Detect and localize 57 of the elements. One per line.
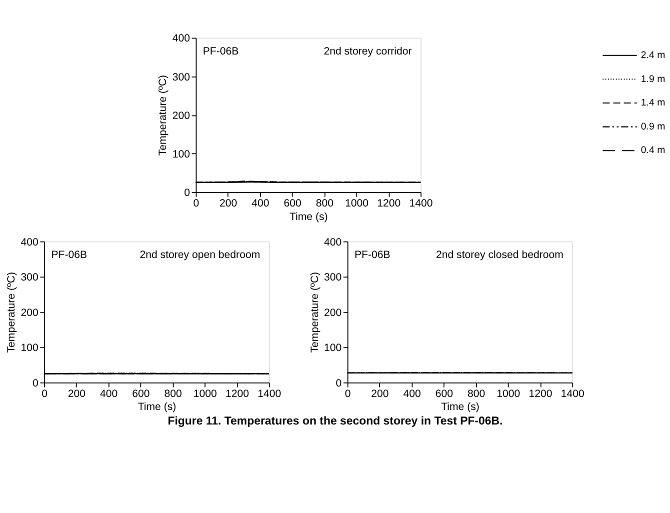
x-tick-label: 800	[316, 198, 334, 210]
y-tick-label: 200	[172, 110, 190, 122]
x-tick-label: 0	[344, 388, 351, 400]
annotation: 2nd storey corridor	[324, 46, 412, 58]
legend-label: 1.9 m	[640, 74, 666, 85]
x-tick-label: 600	[132, 388, 150, 400]
legend-label: 2.4 m	[640, 50, 666, 62]
x-tick-label: 1200	[528, 388, 552, 400]
x-axis-title: Time (s)	[441, 401, 480, 414]
x-tick-label: 1400	[560, 388, 585, 400]
y-tick-label: 200	[324, 306, 342, 319]
x-tick-label: 1000	[193, 388, 218, 400]
legend-label: 0.9 m	[640, 121, 666, 132]
y-tick-label: 100	[20, 342, 39, 354]
y-tick-label: 400	[172, 32, 190, 45]
y-tick-label: 300	[20, 272, 39, 284]
y-tick-label: 400	[324, 236, 342, 248]
y-tick-label: 0	[32, 377, 39, 390]
x-axis-title: Time (s)	[289, 210, 328, 223]
y-tick-label: 300	[172, 71, 190, 84]
y-axis-title: Temperature (ºC)	[6, 272, 18, 353]
x-tick-label: 600	[435, 388, 454, 400]
y-axis-title: Temperature (ºC)	[157, 74, 170, 156]
legend-label: 0.4 m	[640, 145, 666, 156]
x-tick-label: 800	[467, 388, 486, 400]
y-tick-label: 100	[324, 342, 342, 354]
x-tick-label: 200	[220, 198, 238, 210]
x-tick-label: 0	[42, 388, 48, 400]
y-tick-label: 300	[324, 272, 342, 284]
annotation: PF-06B	[202, 46, 239, 58]
y-tick-label: 400	[20, 236, 39, 248]
x-tick-label: 1400	[258, 388, 282, 400]
legend-label: 1.4 m	[640, 98, 666, 109]
y-tick-label: 0	[184, 187, 190, 199]
caption: Figure 11. Temperatures on the second storey in Test PF-06B.	[168, 415, 503, 428]
x-tick-label: 1000	[345, 198, 369, 210]
x-tick-label: 0	[193, 198, 200, 210]
x-tick-label: 400	[252, 198, 270, 210]
y-tick-label: 100	[172, 148, 190, 160]
y-tick-label: 0	[336, 377, 342, 390]
x-tick-label: 200	[68, 388, 86, 400]
x-axis-title: Time (s)	[138, 401, 176, 414]
x-tick-label: 1200	[377, 198, 401, 210]
x-tick-label: 1400	[409, 198, 433, 210]
annotation: 2nd storey open bedroom	[140, 249, 260, 262]
x-tick-label: 1000	[496, 388, 520, 400]
x-tick-label: 1200	[226, 388, 250, 400]
x-tick-label: 200	[371, 388, 389, 400]
x-tick-label: 400	[403, 388, 422, 400]
annotation: PF-06B	[51, 249, 88, 262]
y-tick-label: 200	[20, 306, 39, 319]
y-axis-title: Temperature (ºC)	[308, 272, 321, 353]
annotation: PF-06B	[354, 249, 390, 262]
annotation: 2nd storey closed bedroom	[436, 249, 564, 262]
x-tick-label: 400	[100, 388, 118, 400]
x-tick-label: 800	[164, 388, 182, 400]
x-tick-label: 600	[284, 198, 302, 210]
